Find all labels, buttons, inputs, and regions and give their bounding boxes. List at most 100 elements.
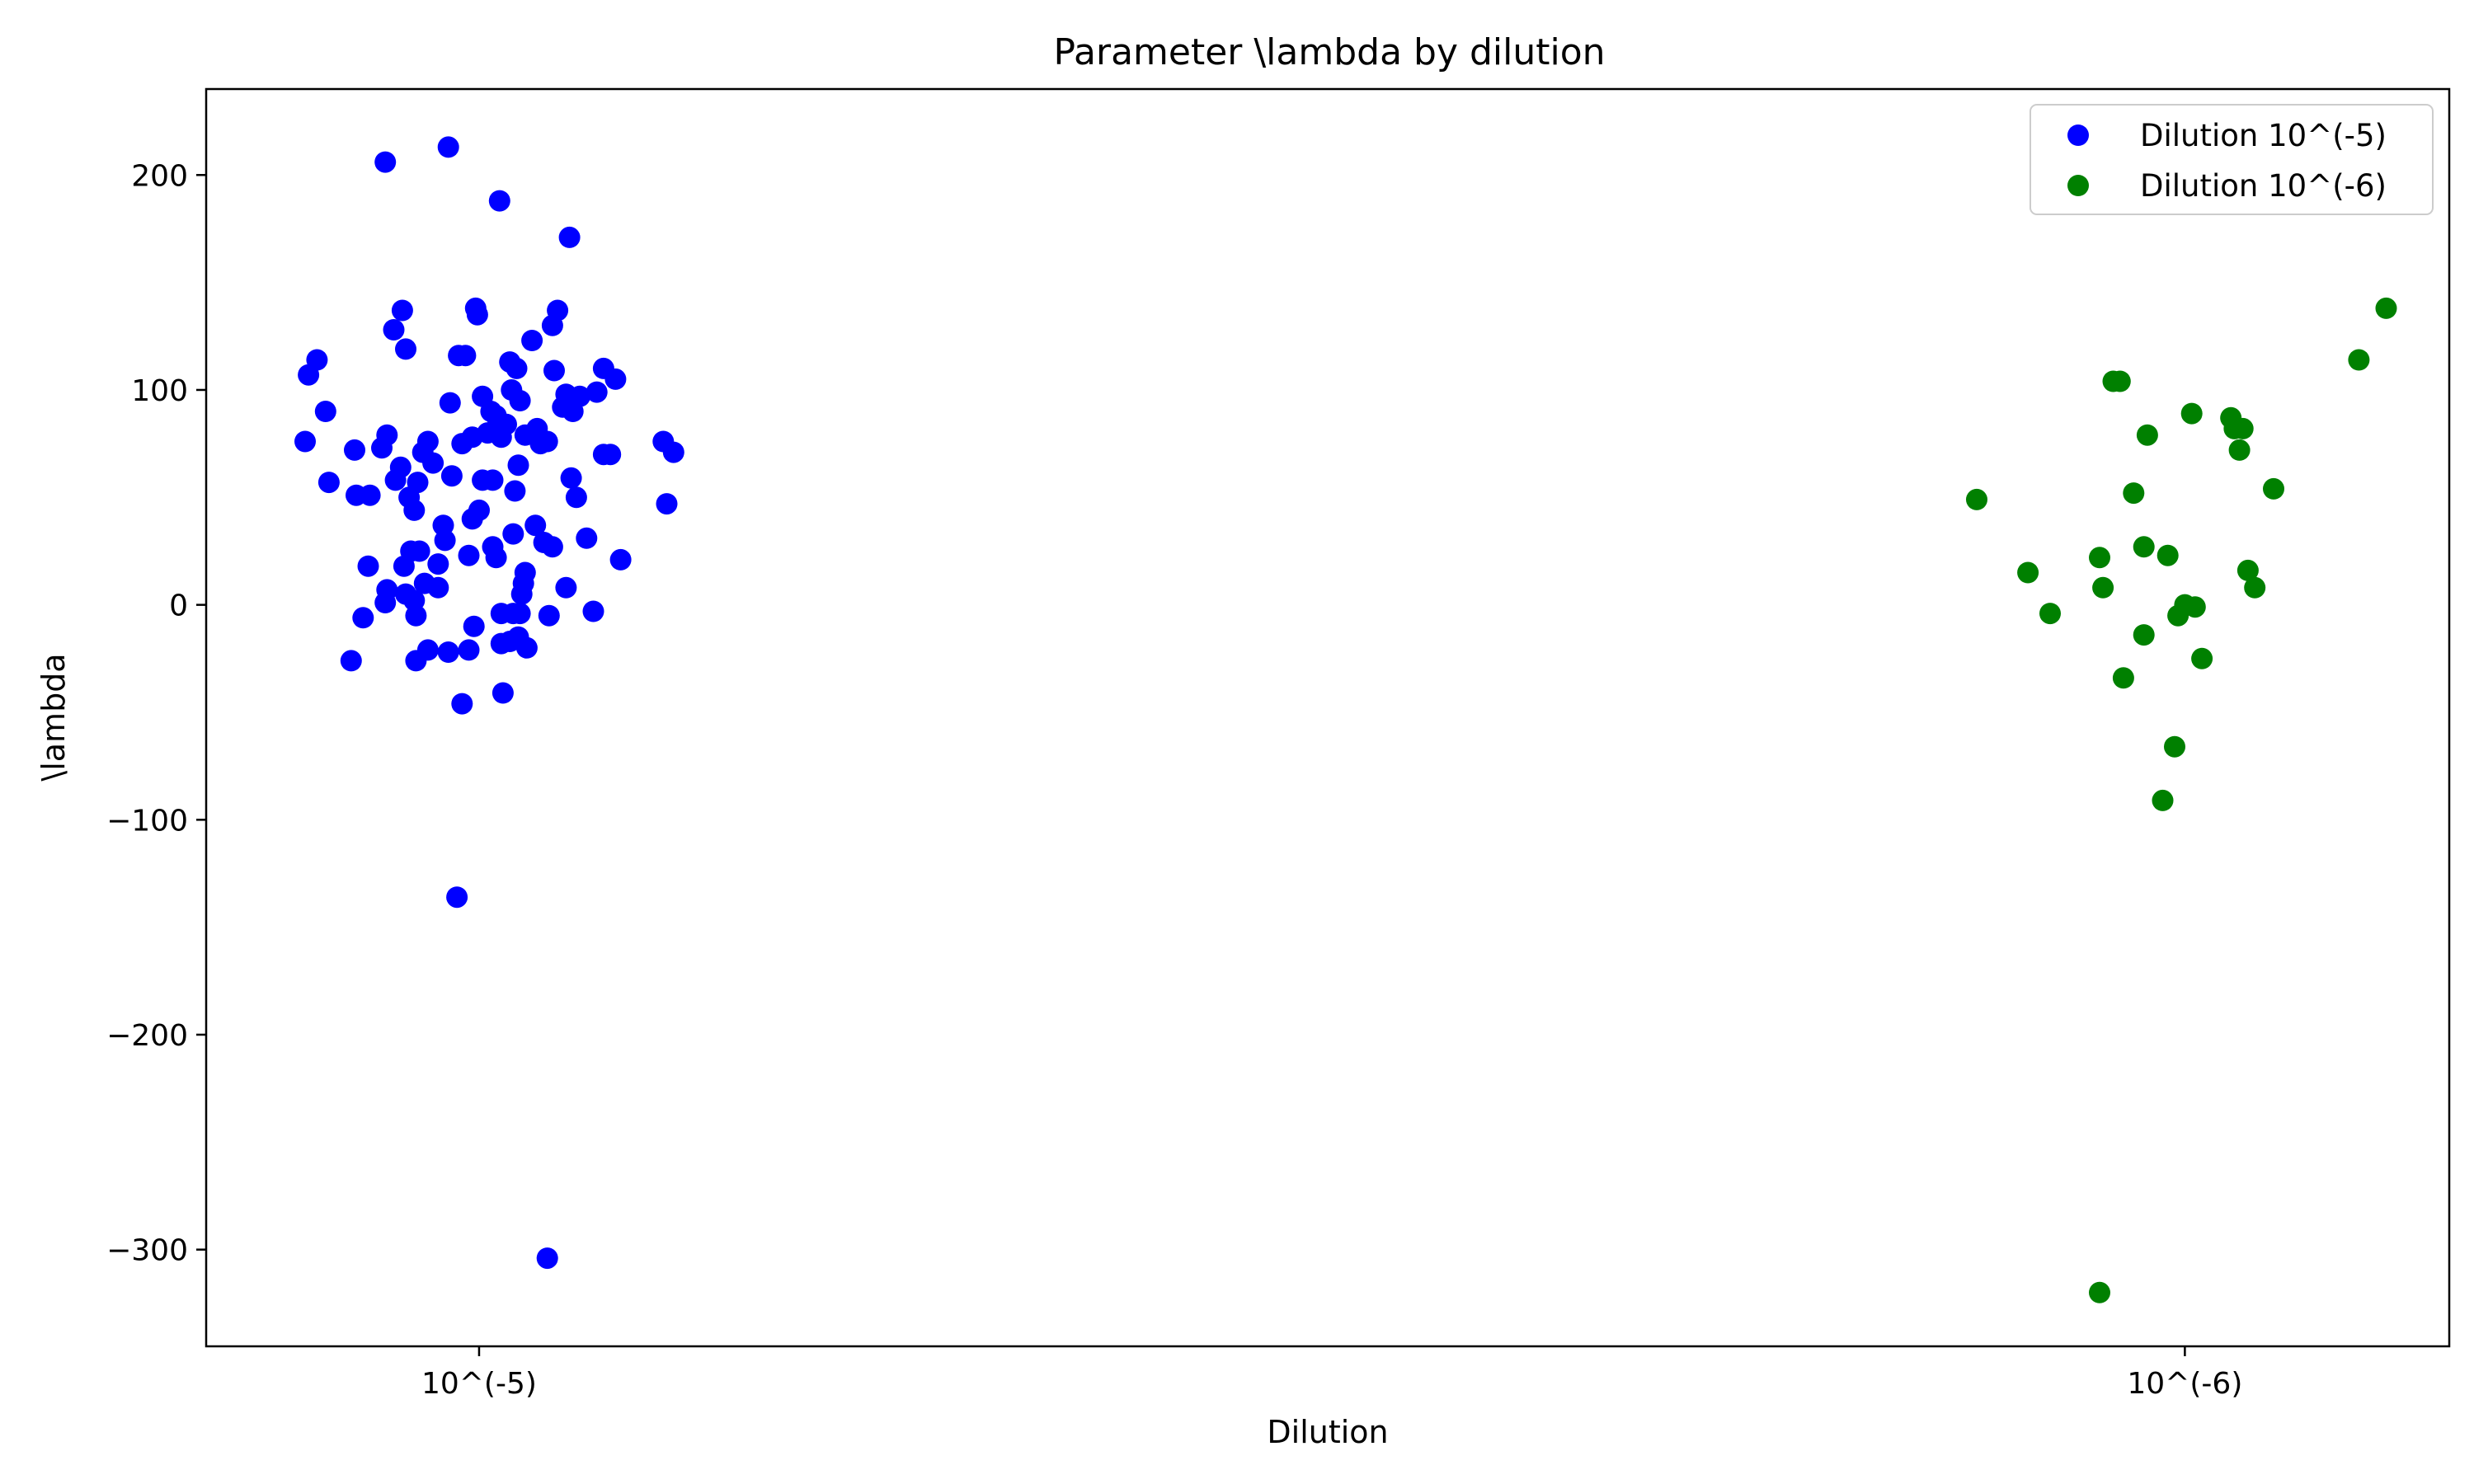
scatter-point [437, 136, 459, 158]
scatter-point [434, 529, 456, 552]
scatter-point [502, 523, 524, 545]
scatter-point [506, 357, 528, 379]
scatter-point [2375, 297, 2397, 319]
scatter-point [2089, 1281, 2110, 1303]
scatter-point [306, 349, 328, 371]
scatter-point [383, 319, 405, 340]
plot-frame [205, 87, 2451, 1348]
scatter-point [536, 430, 558, 453]
series-2-points [1966, 297, 2397, 1303]
y-tick-label: −300 [106, 1234, 188, 1268]
scatter-point [2244, 576, 2266, 599]
y-tick-label: 100 [131, 374, 188, 408]
scatter-point [472, 469, 494, 491]
scatter-point [2123, 482, 2145, 505]
scatter-point [2164, 735, 2185, 758]
scatter-point [509, 603, 531, 625]
scatter-point [451, 693, 473, 715]
legend-marker-dilution-1e-6 [2067, 175, 2089, 196]
scatter-point [439, 392, 461, 414]
scatter-point [2180, 402, 2203, 425]
scatter-point [2157, 544, 2179, 566]
scatter-point [604, 368, 627, 390]
scatter-point [600, 444, 622, 466]
x-axis-label: Dilution [1267, 1414, 1388, 1450]
scatter-point [374, 151, 397, 173]
plot-area [294, 136, 2397, 1303]
scatter-point [2112, 667, 2134, 689]
scatter-point [374, 592, 397, 613]
scatter-point [391, 299, 413, 322]
scatter-point [446, 886, 468, 909]
scatter-point [492, 682, 514, 704]
legend: Dilution 10^(-5) Dilution 10^(-6) [2030, 104, 2434, 215]
scatter-point [413, 572, 435, 594]
scatter-point [2236, 559, 2259, 581]
scatter-point [437, 641, 459, 663]
scatter-point [2017, 561, 2039, 584]
scatter-point [422, 452, 444, 474]
scatter-point [609, 548, 632, 571]
scatter-point [488, 190, 510, 212]
scatter-point [524, 514, 547, 537]
scatter-point [458, 544, 480, 566]
scatter-point [458, 639, 480, 661]
scatter-point [2263, 477, 2284, 500]
scatter-point [656, 493, 678, 515]
scatter-point [454, 345, 477, 367]
scatter-point [521, 330, 543, 351]
scatter-point [569, 385, 590, 407]
scatter-point [547, 299, 569, 322]
x-tick-label: 10^(-6) [2127, 1367, 2242, 1401]
scatter-point [2152, 789, 2174, 811]
scatter-point [541, 536, 563, 558]
scatter-point [576, 527, 598, 549]
scatter-point [565, 486, 587, 509]
scatter-point [405, 604, 427, 627]
scatter-point [586, 381, 608, 403]
scatter-point [496, 413, 517, 435]
chart-title: Parameter \lambda by dilution [1053, 31, 1605, 73]
scatter-point [2039, 603, 2061, 625]
scatter-point [558, 226, 581, 248]
scatter-point [1966, 488, 1987, 510]
scatter-point [514, 561, 536, 584]
scatter-point [440, 465, 463, 487]
scatter-point [2232, 417, 2254, 439]
scatter-point [389, 456, 412, 478]
scatter-point [662, 441, 684, 463]
y-axis-label: \lambda [35, 653, 72, 781]
scatter-point [490, 603, 512, 625]
scatter-point [357, 555, 379, 577]
scatter-point [294, 430, 316, 453]
y-axis: 200 100 0 −100 −200 −300 [106, 159, 206, 1268]
scatter-point [463, 615, 485, 637]
y-tick-label: −200 [106, 1019, 188, 1053]
scatter-point [427, 553, 449, 575]
scatter-point [2092, 576, 2114, 599]
scatter-point [2348, 349, 2370, 371]
y-tick-label: 0 [169, 589, 188, 623]
scatter-point [2228, 439, 2251, 461]
legend-marker-dilution-1e-5 [2067, 124, 2089, 146]
scatter-point [509, 390, 531, 411]
scatter-point [515, 636, 538, 659]
scatter-point [416, 639, 439, 661]
scatter-point [466, 303, 488, 326]
scatter-point [543, 359, 565, 382]
x-tick-label: 10^(-5) [421, 1367, 537, 1401]
scatter-point [485, 547, 507, 569]
scatter-point [314, 401, 336, 422]
scatter-point [468, 499, 490, 521]
scatter-point [371, 437, 393, 459]
scatter-point [317, 472, 340, 494]
scatter-point [538, 604, 560, 627]
y-tick-label: −100 [106, 804, 188, 838]
scatter-point [555, 576, 577, 599]
legend-label-dilution-1e-5: Dilution 10^(-5) [2140, 118, 2387, 153]
scatter-point [352, 607, 374, 629]
scatter-point [407, 472, 429, 494]
scatter-point [536, 1247, 558, 1270]
scatter-point [504, 480, 526, 502]
